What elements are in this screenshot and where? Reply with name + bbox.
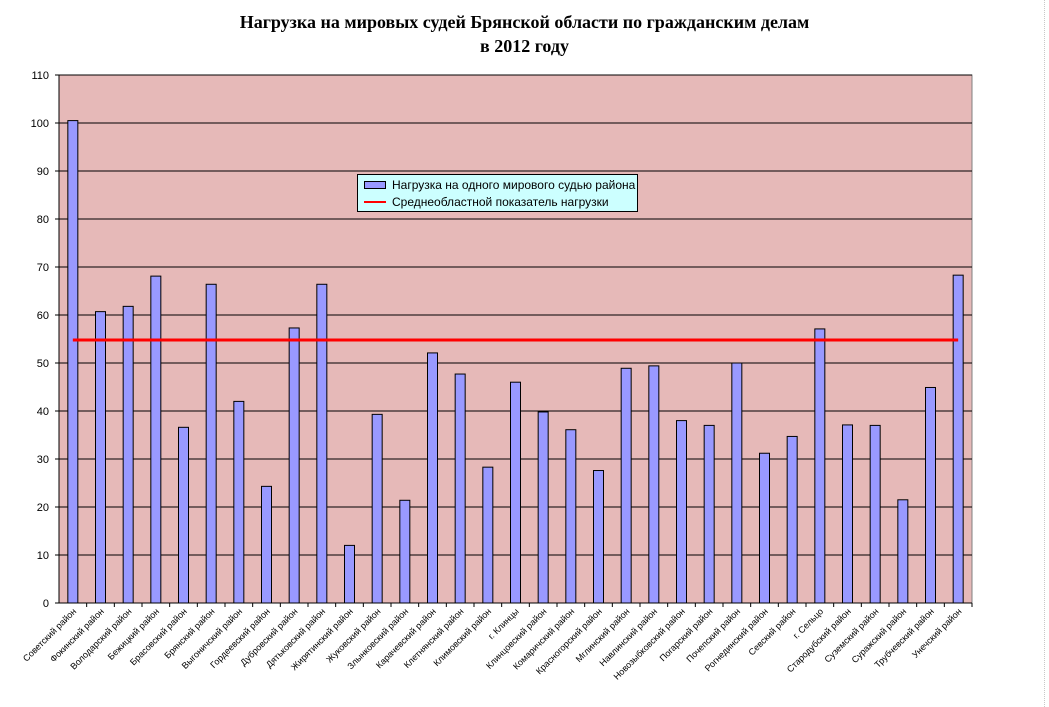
legend-label-load: Нагрузка на одного мирового судью района [392,178,636,192]
bar [952,274,964,604]
bar [703,424,715,604]
y-tick-label: 0 [43,598,49,610]
y-tick-label: 20 [37,502,49,514]
bar [759,452,770,604]
bar [593,470,604,604]
y-tick-label: 70 [37,262,49,274]
legend: Нагрузка на одного мирового судью района… [357,174,638,212]
bar [676,420,687,604]
y-tick-label: 50 [37,358,49,370]
bar [482,466,494,604]
y-axis: 0 10 20 30 40 50 60 70 80 90 100 110 [31,70,60,610]
bar [233,400,245,604]
x-tick-label: Унечский район [910,606,964,660]
chart-title: Нагрузка на мировых судей Брянской облас… [0,10,1049,58]
y-tick-label: 10 [37,550,49,562]
bar [288,327,300,604]
bar [261,485,272,604]
bar [178,426,189,604]
legend-item-load: Нагрузка на одного мирового судью района [364,177,635,193]
legend-swatch-bar [364,181,386,189]
bar [731,362,743,604]
bar [122,305,134,604]
bar [454,373,466,604]
bar [150,275,162,604]
bar [427,352,438,604]
bar [786,435,798,604]
y-tick-label: 100 [31,118,49,130]
y-tick-label: 110 [31,70,49,82]
y-tick-label: 60 [37,310,49,322]
chart-title-line-2: в 2012 году [479,36,570,56]
bar [814,328,826,604]
x-tick-label: Брянский район [162,606,216,660]
bar [842,424,853,604]
bar [510,381,521,604]
y-tick-label: 80 [37,214,49,226]
bar [925,386,936,604]
bar [205,283,217,604]
bar [648,365,660,604]
legend-item-average: Среднеобластной показатель нагрузки [364,194,609,210]
bar [371,413,383,604]
bar [316,283,328,604]
bar [95,311,106,604]
legend-swatch-line [364,201,386,203]
y-tick-label: 40 [37,406,49,418]
bar [399,499,411,604]
page-edge [1044,0,1049,707]
bar [344,544,355,604]
bar [897,499,909,604]
bars [67,120,964,604]
bar [869,424,881,604]
legend-label-average: Среднеобластной показатель нагрузки [392,195,609,209]
bar [537,411,549,604]
chart-title-line-1: Нагрузка на мировых судей Брянской облас… [239,12,810,32]
bar [620,367,632,604]
bar [565,429,577,604]
bar [67,120,79,604]
y-tick-label: 30 [37,454,49,466]
y-tick-label: 90 [37,166,49,178]
